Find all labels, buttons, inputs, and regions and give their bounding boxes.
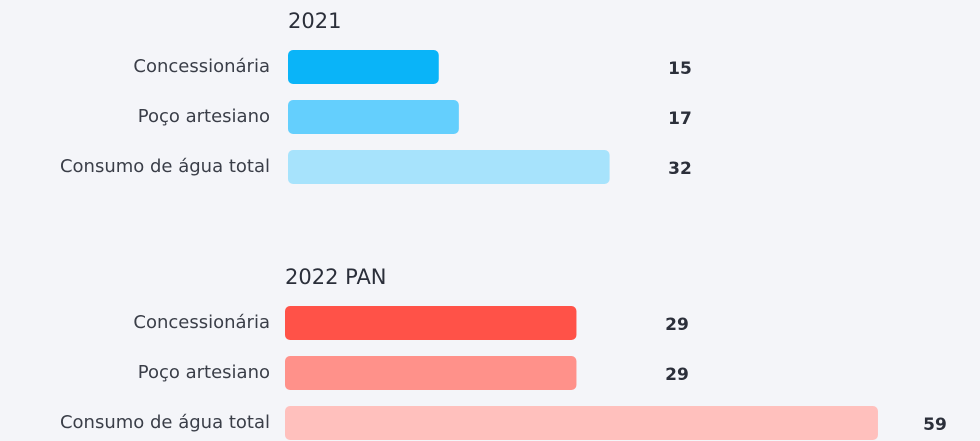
bar <box>285 306 577 340</box>
value-label: 32 <box>668 159 692 179</box>
value-label: 17 <box>668 109 692 129</box>
bar <box>288 50 439 84</box>
value-label: 29 <box>665 365 689 385</box>
value-label: 59 <box>923 415 947 435</box>
bar <box>288 100 459 134</box>
category-label: Concessionária <box>133 312 270 333</box>
category-label: Consumo de água total <box>60 156 270 177</box>
value-label: 15 <box>668 59 692 79</box>
group-title: 2021 <box>288 9 341 33</box>
group-title: 2022 PAN <box>285 265 387 289</box>
category-label: Concessionária <box>133 56 270 77</box>
value-label: 29 <box>665 315 689 335</box>
category-label: Consumo de água total <box>60 412 270 433</box>
bar <box>285 406 878 440</box>
bar <box>285 356 577 390</box>
category-label: Poço artesiano <box>138 106 270 127</box>
bar <box>288 150 610 184</box>
category-label: Poço artesiano <box>138 362 270 383</box>
